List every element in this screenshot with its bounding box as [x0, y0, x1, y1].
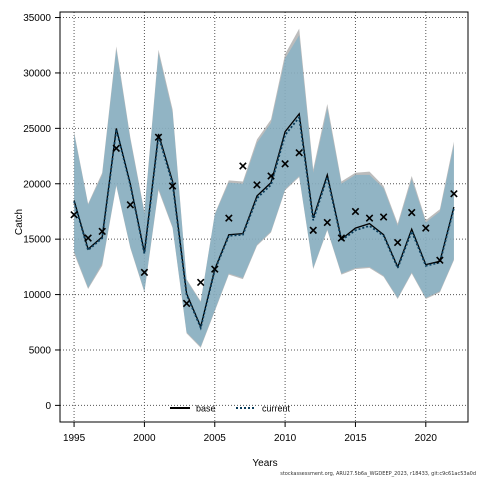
y-tick-label: 30000 [23, 68, 51, 79]
y-tick-label: 25000 [23, 124, 51, 135]
observed-point [309, 226, 318, 235]
observed-point [450, 189, 458, 198]
observed-point [140, 268, 149, 277]
y-tick-label: 10000 [23, 290, 51, 301]
observed-point [393, 238, 402, 247]
observed-point [84, 234, 92, 242]
observed-point [267, 172, 275, 180]
observed-point [422, 224, 430, 232]
observed-point [239, 162, 247, 170]
y-tick-label: 5000 [29, 345, 52, 356]
x-axis-label: Years [252, 458, 277, 469]
x-tick-label: 2020 [415, 433, 438, 444]
observed-point [379, 213, 388, 221]
observed-point [436, 256, 444, 264]
y-axis-ticks: 0 5000 10000 15000 20000 25000 30000 35000 [23, 13, 60, 412]
observed-point [196, 278, 205, 287]
observed-point [210, 265, 219, 273]
x-tick-label: 2005 [204, 433, 227, 444]
observed-point [281, 160, 289, 168]
observed-point [323, 218, 332, 227]
series-lines [73, 112, 455, 331]
y-tick-label: 15000 [23, 235, 51, 246]
observed-point [365, 214, 374, 222]
observed-point [98, 227, 106, 236]
legend: base current [170, 404, 291, 414]
observed-point [407, 208, 416, 217]
footer-credit: stockassessment.org, ARU27.5b6a_WGDEEP_2… [280, 471, 476, 477]
observed-point [126, 201, 135, 209]
observed-point [112, 144, 121, 153]
observed-point [70, 211, 78, 219]
observed-point [337, 234, 346, 242]
x-axis-ticks: 1995 2000 2005 2010 2015 2020 [63, 422, 437, 444]
legend-label-base: base [196, 404, 216, 414]
plot-frame [59, 11, 469, 423]
y-tick-label: 0 [45, 401, 51, 412]
observed-point [182, 299, 191, 308]
observed-point [154, 133, 163, 141]
x-tick-label: 2010 [274, 433, 297, 444]
y-tick-label: 35000 [23, 13, 51, 24]
x-tick-label: 1995 [63, 433, 86, 444]
y-axis-label: Catch [14, 209, 25, 235]
legend-label-current: current [262, 404, 291, 414]
y-tick-label: 20000 [23, 179, 51, 190]
observed-points [70, 133, 458, 308]
observed-point [225, 214, 233, 222]
series-line-current [73, 115, 455, 331]
x-tick-label: 2015 [344, 433, 367, 444]
x-tick-label: 2000 [133, 433, 156, 444]
observed-point [351, 207, 360, 216]
observed-point [168, 182, 177, 190]
observed-point [253, 181, 261, 189]
observed-point [295, 148, 303, 157]
